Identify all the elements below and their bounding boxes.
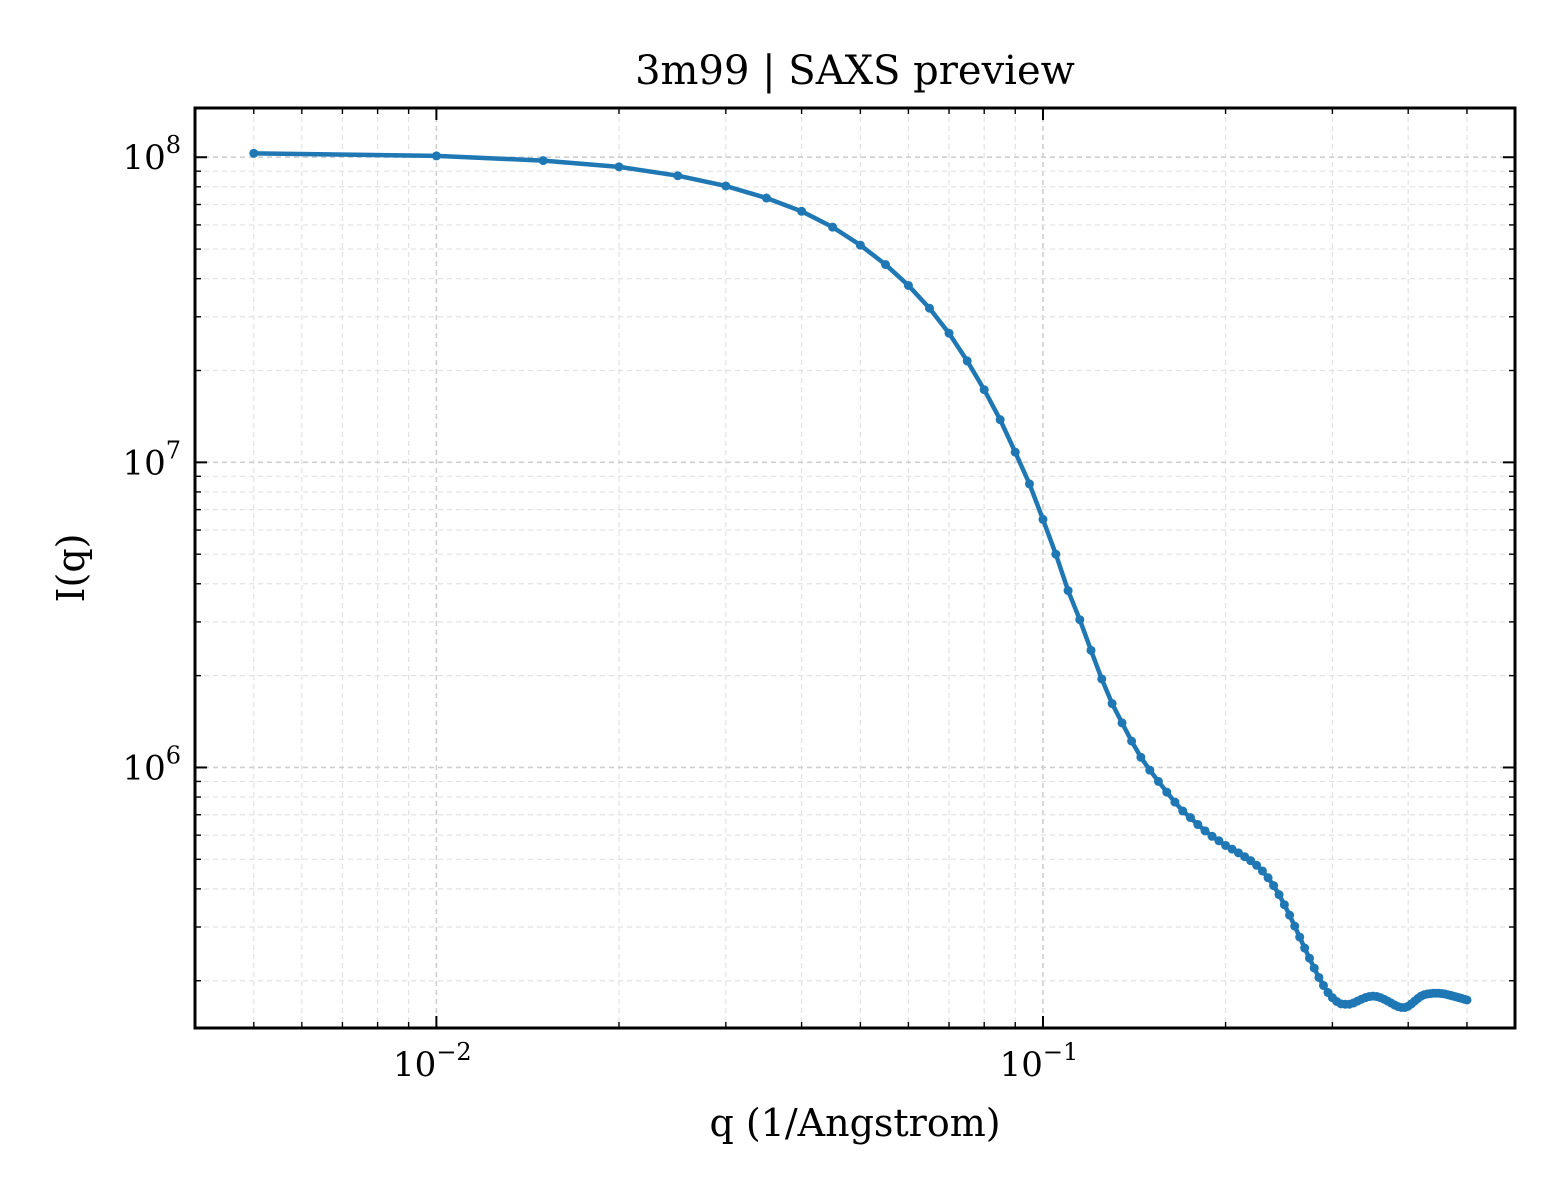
data-point [1318,980,1328,990]
data-point [1193,820,1203,830]
data-point [1136,752,1146,762]
x-tick-label-exponent: −2 [436,1038,471,1066]
data-point [880,260,890,270]
data-point [1051,549,1061,559]
data-point [995,415,1005,425]
data-point [1097,674,1107,684]
data-point [797,206,807,216]
data-point [944,328,954,338]
x-tick-label-base: 10 [1000,1045,1043,1085]
data-point [855,240,865,250]
data-point [1252,860,1262,870]
data-point [673,171,683,181]
data-point [1274,890,1284,900]
data-point [1185,813,1195,823]
data-point [1300,943,1310,953]
data-point [1462,995,1472,1005]
x-tick-label: 10−1 [1000,1038,1079,1085]
y-tick-label: 107 [122,436,181,483]
chart-title: 3m99 | SAXS preview [635,48,1075,94]
data-point [1200,826,1210,836]
data-point [1295,932,1305,942]
data-point [1086,645,1096,655]
series-group [249,148,1472,1012]
x-tick-label: 10−2 [393,1038,472,1085]
data-point [924,303,934,313]
y-tick-label-exponent: 8 [166,131,181,159]
data-point [1269,881,1279,891]
data-point [1257,866,1267,876]
y-tick-label-exponent: 6 [166,741,181,769]
x-axis-label: q (1/Angstrom) [709,1101,1000,1145]
data-point [1214,836,1224,846]
data-point [1117,718,1127,728]
y-tick-label: 108 [122,131,181,178]
y-tick-label-exponent: 7 [166,436,181,464]
data-point [1127,736,1137,746]
plot-frame [193,106,1517,1030]
data-point [1145,765,1155,775]
x-tick-labels: 10−2 10−1 [393,1038,1078,1085]
data-point [979,385,989,395]
data-point [431,151,441,161]
x-tick-label-base: 10 [393,1045,436,1085]
y-tick-label-base: 10 [122,138,165,178]
data-point [903,280,913,290]
data-point [538,156,548,166]
data-point [1207,831,1217,841]
data-point [721,181,731,191]
data-point [249,148,259,158]
data-point [1024,479,1034,489]
y-tick-label-base: 10 [122,443,165,483]
data-point [1304,953,1314,963]
data-point [1290,921,1300,931]
data-point [1010,447,1020,457]
data-point [1309,963,1319,973]
y-tick-label: 106 [122,741,181,788]
data-point [828,222,838,232]
data-point [1063,586,1073,596]
data-point [1075,615,1085,625]
data-point [1170,797,1180,807]
data-point [614,162,624,172]
y-axis-label: I(q) [49,534,93,603]
grid [194,108,1515,1028]
data-point [1178,806,1188,816]
x-tick-label-exponent: −1 [1043,1038,1078,1066]
data-point [1038,514,1048,524]
data-point [1279,900,1289,910]
data-point [1263,873,1273,883]
data-point [1153,776,1163,786]
data-point [761,193,771,203]
data-point [1314,972,1324,982]
data-point [1162,787,1172,797]
y-tick-label-base: 10 [122,748,165,788]
data-point [1285,910,1295,920]
data-point [1107,699,1117,709]
data-point [962,356,972,366]
